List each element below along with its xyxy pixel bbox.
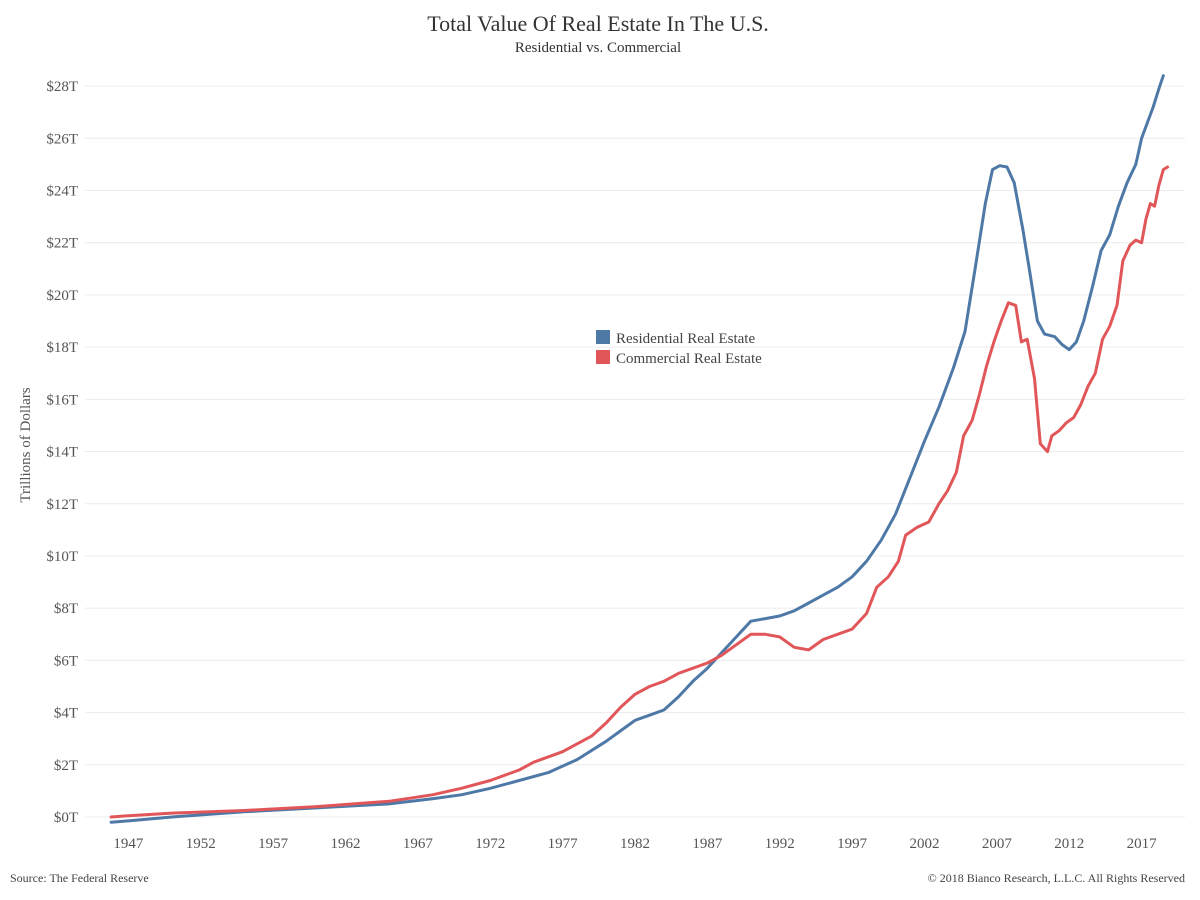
legend-label-residential: Residential Real Estate [616, 331, 755, 347]
legend: Residential Real Estate Commercial Real … [596, 330, 762, 367]
x-tick-label: 1952 [186, 836, 216, 852]
chart-subtitle: Residential vs. Commercial [515, 40, 681, 56]
y-tick-label: $4T [54, 706, 78, 722]
x-tick-label: 1957 [258, 836, 289, 852]
y-tick-label: $8T [54, 601, 78, 617]
gridlines [85, 85, 1185, 818]
x-tick-label: 1962 [331, 836, 361, 852]
x-tick-label: 2002 [909, 836, 939, 852]
y-tick-label: $0T [54, 810, 78, 826]
y-tick-label: $22T [46, 236, 78, 252]
series-lines [109, 74, 1170, 824]
y-tick-label: $12T [46, 497, 78, 513]
x-tick-label: 1982 [620, 836, 650, 852]
y-tick-label: $24T [46, 184, 78, 200]
x-tick-label: 1947 [113, 836, 144, 852]
series-line-residential [109, 74, 1165, 824]
y-tick-label: $2T [54, 758, 78, 774]
y-tick-label: $26T [46, 131, 78, 147]
copyright-note: © 2018 Bianco Research, L.L.C. All Right… [928, 871, 1185, 885]
x-tick-label: 1997 [837, 836, 868, 852]
y-tick-label: $10T [46, 549, 78, 565]
y-axis-label: Trillions of Dollars [18, 387, 34, 502]
x-tick-label: 1977 [548, 836, 579, 852]
legend-swatch-residential [596, 330, 610, 344]
x-tick-label: 2007 [982, 836, 1013, 852]
x-tick-label: 1972 [475, 836, 505, 852]
x-tick-label: 2012 [1054, 836, 1084, 852]
y-tick-label: $20T [46, 288, 78, 304]
x-tick-label: 1967 [403, 836, 434, 852]
legend-swatch-commercial [596, 350, 610, 364]
y-tick-label: $16T [46, 392, 78, 408]
x-tick-label: 1992 [765, 836, 795, 852]
series-line-commercial [109, 165, 1170, 819]
y-tick-labels: $0T $2T $4T $6T $8T $10T $12T $14T $16T $18T $20T $… [46, 79, 78, 826]
x-tick-labels: 1947 1952 1957 1962 1967 1972 1977 1982 1987 1992… [113, 836, 1157, 852]
x-tick-label: 1987 [692, 836, 723, 852]
x-tick-label: 2017 [1127, 836, 1158, 852]
y-tick-label: $14T [46, 445, 78, 461]
source-note: Source: The Federal Reserve [10, 871, 149, 885]
chart-title: Total Value Of Real Estate In The U.S. [427, 11, 769, 36]
y-tick-label: $6T [54, 653, 78, 669]
y-tick-label: $28T [46, 79, 78, 95]
legend-label-commercial: Commercial Real Estate [616, 351, 762, 367]
y-tick-label: $18T [46, 340, 78, 356]
